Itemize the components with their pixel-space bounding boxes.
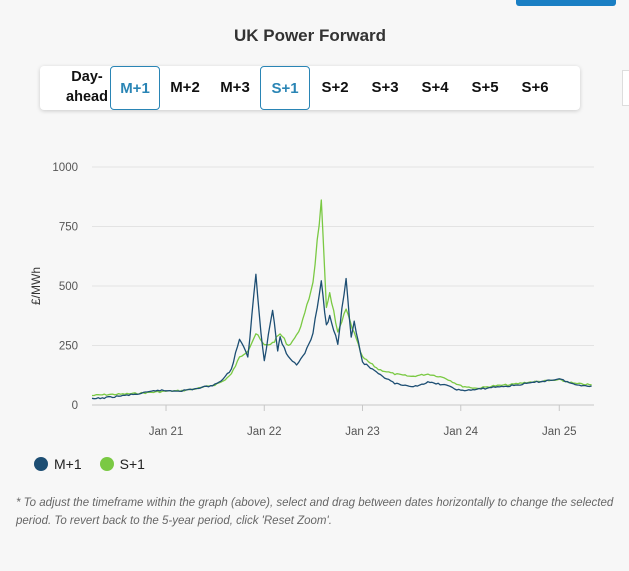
- x-tick-label: Jan 21: [149, 426, 184, 438]
- x-tick-label: Jan 22: [247, 426, 282, 438]
- tab-s2[interactable]: S+2: [310, 66, 360, 108]
- tab-s4-label: S+4: [421, 78, 449, 96]
- series-line-S1: [92, 199, 592, 397]
- tab-s3-label: S+3: [371, 78, 399, 96]
- tab-s2-label: S+2: [321, 78, 349, 96]
- tab-s3[interactable]: S+3: [360, 66, 410, 108]
- tab-m3-label: M+3: [220, 78, 250, 96]
- chart-title: UK Power Forward: [233, 26, 387, 45]
- tab-s5[interactable]: S+5: [460, 66, 510, 108]
- legend-dot-m1: [34, 457, 48, 471]
- tab-s4[interactable]: S+4: [410, 66, 460, 108]
- tab-s1-label: S+1: [271, 79, 299, 97]
- tab-m3[interactable]: M+3: [210, 66, 260, 108]
- chart-legend: M+1 S+1: [34, 456, 145, 472]
- footnote: * To adjust the timeframe within the gra…: [16, 497, 614, 527]
- tab-s6-label: S+6: [521, 78, 549, 96]
- tab-s6[interactable]: S+6: [510, 66, 560, 108]
- y-tick-label: 500: [59, 281, 78, 293]
- side-panel-edge: [622, 70, 629, 106]
- y-tick-label: 250: [59, 341, 78, 353]
- y-axis-label: £/MWh: [29, 267, 43, 305]
- legend-item-m1[interactable]: M+1: [34, 456, 82, 472]
- legend-label-s1: S+1: [119, 456, 145, 472]
- x-tick-label: Jan 24: [443, 426, 478, 438]
- tab-m1[interactable]: M+1: [110, 66, 160, 110]
- x-tick-label: Jan 23: [345, 426, 380, 438]
- legend-dot-s1: [99, 457, 114, 471]
- tab-s1[interactable]: S+1: [260, 66, 310, 110]
- contract-tab-bar: Day-ahead M+1 M+2 M+3 S+1 S+2 S+3 S+4 S+…: [40, 66, 580, 110]
- series-line-M1: [91, 273, 592, 400]
- tab-m2-label: M+2: [170, 78, 200, 96]
- power-forward-chart[interactable]: 0 250 500 750 1000 Jan 21 Jan 22 Jan 23 Jan 24 Ja…: [0, 140, 629, 450]
- x-tick-label: Jan 25: [542, 426, 577, 438]
- top-accent-bar: [516, 0, 616, 6]
- legend-label-m1: M+1: [54, 456, 82, 472]
- legend-item-s1[interactable]: S+1: [99, 456, 145, 472]
- y-tick-label: 750: [59, 222, 78, 234]
- tab-day-ahead[interactable]: Day-ahead: [60, 66, 114, 108]
- tab-s5-label: S+5: [471, 78, 499, 96]
- y-tick-label: 0: [72, 400, 78, 412]
- tab-m1-label: M+1: [120, 79, 150, 97]
- tab-day-ahead-label: Day-ahead: [66, 69, 108, 105]
- tab-m2[interactable]: M+2: [160, 66, 210, 108]
- y-tick-label: 1000: [52, 162, 78, 174]
